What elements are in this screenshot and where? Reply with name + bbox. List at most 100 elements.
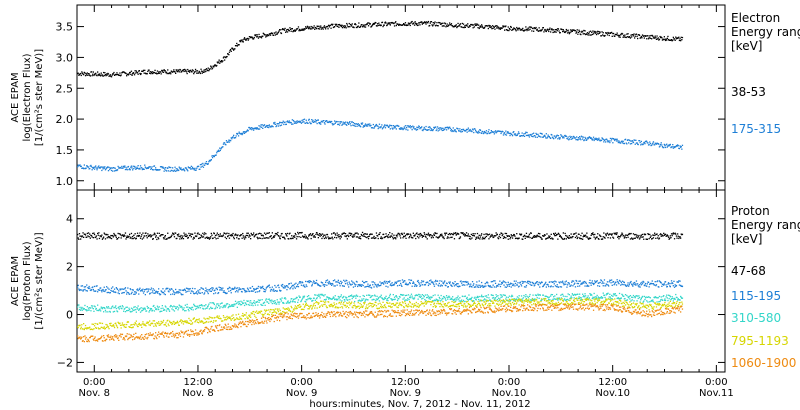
- data-point: [259, 232, 261, 234]
- data-point: [426, 238, 428, 240]
- data-point: [228, 306, 230, 308]
- data-point: [335, 281, 337, 283]
- data-point: [158, 232, 160, 234]
- data-point: [303, 121, 305, 123]
- data-point: [101, 169, 103, 172]
- data-point: [250, 127, 252, 130]
- data-point: [403, 126, 405, 128]
- data-point: [77, 286, 79, 288]
- data-point: [577, 236, 579, 239]
- data-point: [631, 142, 633, 145]
- data-point: [329, 24, 332, 26]
- data-point: [562, 30, 564, 33]
- data-point: [170, 73, 172, 75]
- data-point: [235, 234, 237, 236]
- data-point: [424, 294, 427, 296]
- data-point: [113, 291, 115, 293]
- data-point: [624, 138, 627, 140]
- data-point: [211, 234, 213, 236]
- data-point: [143, 168, 145, 170]
- data-point: [572, 280, 575, 282]
- data-point: [299, 232, 301, 234]
- data-point: [253, 300, 255, 302]
- data-point: [621, 140, 623, 142]
- data-point: [509, 238, 511, 240]
- data-point: [244, 291, 246, 293]
- data-point: [216, 303, 218, 305]
- data-point: [205, 161, 208, 163]
- data-point: [681, 36, 684, 39]
- data-point: [393, 25, 396, 27]
- data-point: [662, 235, 664, 237]
- data-point: [87, 232, 90, 234]
- data-point: [629, 36, 631, 38]
- data-point: [630, 280, 632, 283]
- data-point: [590, 284, 592, 286]
- data-point: [676, 237, 678, 239]
- data-point: [80, 235, 82, 237]
- data-point: [508, 132, 511, 135]
- data-point: [607, 141, 609, 143]
- data-point: [416, 128, 419, 131]
- data-point: [528, 134, 530, 136]
- data-point: [211, 155, 213, 157]
- data-point: [255, 288, 257, 290]
- data-point: [419, 294, 421, 296]
- data-point: [324, 27, 326, 29]
- data-point: [505, 296, 508, 298]
- data-point: [136, 289, 138, 291]
- data-point: [136, 307, 138, 309]
- data-point: [297, 28, 299, 30]
- data-point: [557, 232, 560, 234]
- data-point: [525, 284, 528, 287]
- data-point: [174, 306, 176, 308]
- data-point: [654, 234, 656, 236]
- data-point: [108, 166, 110, 169]
- data-point: [261, 286, 263, 289]
- data-point: [395, 295, 397, 297]
- data-point: [556, 297, 558, 299]
- data-point: [419, 284, 422, 286]
- data-point: [132, 289, 134, 291]
- data-point: [256, 233, 258, 235]
- data-point: [284, 121, 286, 123]
- data-point: [418, 22, 420, 24]
- data-point: [679, 236, 681, 238]
- data-point: [385, 295, 387, 297]
- data-point: [549, 137, 551, 139]
- data-point: [128, 168, 130, 171]
- data-point: [490, 26, 492, 28]
- data-point: [487, 234, 489, 236]
- data-point: [461, 284, 463, 286]
- data-point: [372, 281, 374, 283]
- data-point: [345, 123, 347, 126]
- data-point: [543, 31, 545, 33]
- data-point: [125, 238, 127, 240]
- data-point: [86, 290, 88, 292]
- data-point: [232, 136, 234, 138]
- data-point: [659, 233, 661, 236]
- data-point: [182, 289, 185, 292]
- data-point: [370, 295, 373, 297]
- data-point: [127, 292, 130, 294]
- data-point: [573, 283, 575, 285]
- data-point: [117, 307, 119, 309]
- data-point: [220, 306, 222, 308]
- data-point: [175, 292, 177, 294]
- data-point: [599, 281, 601, 284]
- data-point: [182, 168, 185, 170]
- data-point: [130, 293, 133, 295]
- data-point: [120, 167, 122, 169]
- data-point: [469, 297, 471, 300]
- data-point: [602, 138, 604, 140]
- data-point: [392, 236, 394, 238]
- data-point: [521, 132, 523, 134]
- data-point: [168, 166, 171, 169]
- data-point: [335, 24, 337, 26]
- data-point: [649, 35, 651, 37]
- data-point: [681, 148, 683, 150]
- data-point: [156, 292, 159, 294]
- data-point: [507, 26, 509, 28]
- data-point: [88, 236, 90, 238]
- data-point: [109, 237, 111, 239]
